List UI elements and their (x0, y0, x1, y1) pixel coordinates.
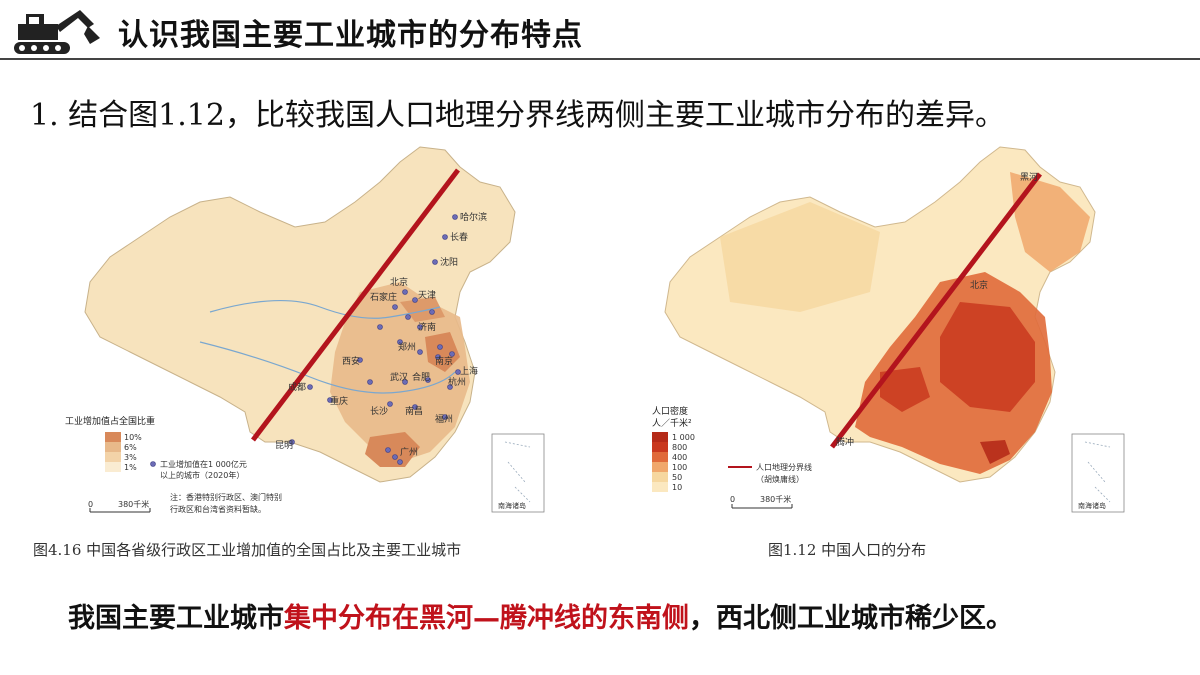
city-label: 武汉 (390, 371, 408, 383)
legend-item: 3% (124, 453, 137, 462)
city-label: 上海 (460, 365, 478, 377)
city-label: 郑州 (398, 341, 416, 353)
industrial-map-svg: 哈尔滨 长春 沈阳 北京 天津 石家庄 济南 郑州 西安 南京 上海 武汉 合肥… (65, 146, 545, 514)
city-label: 济南 (418, 321, 436, 333)
river (199, 341, 456, 394)
jiangsu-region (425, 332, 460, 372)
legend-item: 6% (124, 443, 137, 452)
svg-text:0: 0 (730, 495, 735, 504)
sichuan-density (880, 367, 930, 412)
eastern-provinces (330, 282, 470, 462)
city-label: 成都 (288, 381, 306, 393)
legend-note: 注：香港特别行政区、澳门特别 (170, 492, 282, 502)
city-label: 广州 (400, 446, 418, 458)
excavator-icon (14, 10, 100, 54)
scale-bar: 0 380千米 (88, 499, 151, 513)
right-figure-caption: 图1.12 中国人口的分布 (768, 541, 927, 559)
conclusion-part3: ，西北侧工业城市稀少区。 (689, 603, 1013, 634)
population-density-map: 黑河 北京 腾冲 人口密度 人／千米² 1 000 800 400 100 50… (640, 142, 1160, 527)
city-label: 南昌 (405, 405, 423, 417)
city-label: 天津 (418, 290, 436, 301)
core-density (940, 302, 1035, 412)
svg-text:380千米: 380千米 (760, 494, 791, 504)
city-dots (289, 214, 461, 465)
legend-dot-label: 以上的城市（2020年） (160, 470, 244, 480)
city-label: 石家庄 (370, 291, 397, 303)
conclusion-highlight: 集中分布在黑河—腾冲线的东南侧 (284, 603, 689, 634)
question-text: 1. 结合图1.12，比较我国人口地理分界线两侧主要工业城市分布的差异。 (30, 98, 1005, 133)
legend-item: 10% (124, 433, 142, 442)
northeast-density (1010, 172, 1090, 272)
svg-text:380千米: 380千米 (118, 499, 149, 509)
city-label: 福州 (435, 413, 453, 425)
legend-swatches (105, 432, 121, 472)
legend-title: 工业增加值占全国比重 (65, 415, 155, 427)
west-density (720, 202, 880, 312)
legend-title: 人／千米² (652, 417, 692, 429)
legend-dot (150, 461, 156, 467)
city-label: 昆明 (275, 440, 293, 451)
hu-line (830, 172, 1042, 449)
legend-item: 800 (672, 443, 687, 452)
guangdong-region (365, 432, 420, 467)
city-label: 北京 (390, 276, 408, 288)
city-label: 合肥 (412, 371, 430, 383)
south-china-sea-inset (1071, 433, 1125, 513)
city-label: 哈尔滨 (460, 211, 487, 223)
city-label: 沈阳 (440, 256, 458, 268)
city-label: 杭州 (448, 376, 466, 388)
legend-item: 1 000 (672, 433, 695, 442)
inset-label: 南海诸岛 (1078, 501, 1106, 510)
hu-line (251, 168, 460, 442)
legend-line-label: （胡焕庸线） (756, 474, 804, 484)
city-label: 长春 (450, 231, 468, 243)
heihe-label: 黑河 (1020, 171, 1038, 183)
city-label: 南京 (435, 355, 453, 367)
legend-item: 400 (672, 453, 687, 462)
industrial-cities-map: 哈尔滨 长春 沈阳 北京 天津 石家庄 济南 郑州 西安 南京 上海 武汉 合肥… (60, 142, 580, 527)
left-figure-caption: 图4.16 中国各省级行政区工业增加值的全国占比及主要工业城市 (33, 541, 462, 559)
page-title: 认识我国主要工业城市的分布特点 (118, 18, 583, 53)
header: 认识我国主要工业城市的分布特点 (0, 0, 1200, 60)
city-label: 西安 (342, 355, 360, 367)
legend-item: 1% (124, 463, 137, 472)
legend-item: 100 (672, 463, 687, 472)
south-china-sea-inset (491, 433, 545, 513)
svg-text:0: 0 (88, 500, 93, 509)
population-map-svg: 黑河 北京 腾冲 人口密度 人／千米² 1 000 800 400 100 50… (652, 146, 1125, 513)
legend-line-label: 人口地理分界线 (756, 462, 812, 472)
legend-item: 50 (672, 473, 682, 482)
inset-label: 南海诸岛 (498, 501, 526, 510)
legend-title: 人口密度 (652, 405, 688, 417)
legend-swatches (652, 432, 668, 492)
beijing-label: 北京 (970, 279, 988, 291)
legend-note: 行政区和台湾省资料暂缺。 (170, 504, 266, 514)
city-label: 长沙 (370, 405, 388, 417)
city-label: 重庆 (330, 395, 348, 407)
conclusion-text: 我国主要工业城市集中分布在黑河—腾冲线的东南侧，西北侧工业城市稀少区。 (68, 596, 1013, 635)
tengchong-label: 腾冲 (836, 436, 854, 448)
header-divider (0, 58, 1200, 60)
conclusion-part1: 我国主要工业城市 (68, 603, 284, 634)
legend-item: 10 (672, 483, 682, 492)
shandong-region (400, 297, 445, 322)
scale-bar: 0 380千米 (730, 494, 793, 509)
legend-dot-label: 工业增加值在1 000亿元 (160, 459, 247, 469)
